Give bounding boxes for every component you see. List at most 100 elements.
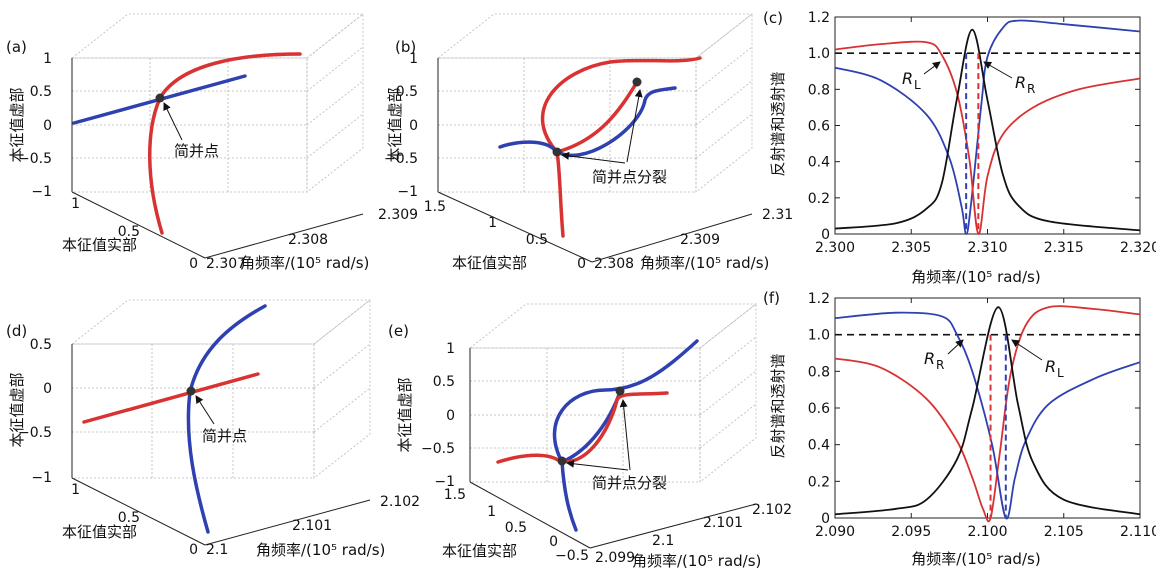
x-axis-label: 角频率/(10⁵ rad/s) — [632, 552, 761, 570]
plot-area-f: 0 0.2 0.4 0.6 0.8 1.0 1.2 2.090 2.095 2.100 2.105 2… — [808, 291, 1156, 540]
box3d-a — [70, 13, 365, 259]
panel-a: (a) 1 0.5 0 −0.5 −1 1 0.5 0 2.307 2.308 … — [6, 13, 418, 272]
z-tick: −0.5 — [18, 151, 52, 167]
z-tick: 0 — [409, 118, 418, 134]
panel-c: (c) 反射谱和透射谱 角频率/(10⁵ rad/s) 0 0.2 0.4 0.6 0.… — [763, 9, 1156, 286]
series-T — [834, 28, 1141, 232]
y-tick: 0 — [189, 256, 198, 272]
x-axis-label: 角频率/(10⁵ rad/s) — [256, 541, 385, 559]
z-tick: −1 — [434, 474, 455, 490]
y-tick: 0.5 — [526, 232, 548, 248]
curve-label-arrow — [1011, 339, 1043, 361]
x-tick-label: 2.110 — [1120, 524, 1156, 540]
curve-label-sub: L — [1057, 366, 1064, 380]
y-tick: 1 — [71, 196, 80, 212]
annotation-arrow — [195, 395, 215, 425]
series-blue-branch — [498, 86, 677, 158]
y-tick: 1 — [487, 504, 496, 520]
y-tick: 0.5 — [505, 520, 527, 536]
y-tick-label: 0.6 — [808, 119, 830, 135]
x-tick-label: 2.300 — [815, 240, 855, 256]
panel-label-e: (e) — [388, 322, 409, 340]
series-blue-loop — [552, 339, 699, 532]
z-tick: −1 — [397, 184, 418, 200]
z-tick: 0.5 — [433, 374, 455, 390]
y-tick: 1.5 — [424, 199, 446, 215]
y-tick-label: 0.2 — [808, 191, 830, 207]
series-red-loop — [541, 56, 702, 238]
panel-label-f: (f) — [763, 289, 780, 307]
x-tick-label: 2.310 — [967, 240, 1007, 256]
y-axis-label: 本征值实部 — [62, 236, 137, 254]
y-tick: 1 — [71, 482, 80, 498]
z-tick: 1 — [43, 51, 52, 67]
z-axis-label: 本征值虚部 — [386, 87, 404, 162]
series-red-branch — [496, 391, 669, 464]
x-tick-label: 2.100 — [967, 524, 1007, 540]
x-tick-label: 2.105 — [1044, 524, 1084, 540]
y-tick: 0 — [189, 542, 198, 558]
y-tick: −0.5 — [555, 548, 589, 564]
z-tick: −1 — [31, 470, 52, 486]
box3d-b — [436, 13, 754, 263]
split-point-marker — [632, 77, 642, 87]
y-axis-label: 反射谱和透射谱 — [769, 71, 787, 176]
curve-label-sub: R — [1027, 82, 1035, 96]
z-axis-label: 本征值虚部 — [396, 377, 414, 452]
annotation-text: 简并点 — [174, 142, 219, 160]
z-axis-label: 本征值虚部 — [8, 372, 26, 447]
z-tick: −1 — [31, 184, 52, 200]
y-tick-label: 0.8 — [808, 364, 830, 380]
split-point-marker — [615, 386, 625, 396]
annotation-text: 简并点分裂 — [592, 474, 667, 492]
y-axis-label: 本征值实部 — [442, 542, 517, 560]
series-T — [834, 306, 1141, 516]
series-red-inner — [555, 80, 639, 154]
series-R_L — [834, 311, 1141, 520]
y-tick: 0 — [577, 256, 586, 272]
series-red-branch — [82, 372, 260, 424]
y-tick: 1.5 — [444, 487, 466, 503]
annotation-arrow — [561, 151, 626, 164]
z-tick: 0.5 — [396, 84, 418, 100]
panel-e: (e) 1 0.5 0 −0.5 −1 1.5 1 0.5 0 −0.5 2.0… — [388, 303, 792, 570]
x-tick: 2.102 — [752, 502, 792, 518]
x-tick: 2.31 — [762, 207, 793, 223]
x-tick-label: 2.090 — [815, 524, 855, 540]
annotation-text: 简并点分裂 — [592, 168, 667, 186]
plot-area-c: 0 0.2 0.4 0.6 0.8 1.0 1.2 2.300 2.305 2.310 2.315 2… — [808, 10, 1156, 256]
y-tick-label: 1.0 — [808, 46, 830, 62]
x-axis-label: 角频率/(10⁵ rad/s) — [911, 550, 1040, 568]
panel-label-d: (d) — [6, 322, 27, 340]
panel-f: (f) 反射谱和透射谱 角频率/(10⁵ rad/s) 0 0.2 0.4 0.6 0.… — [763, 289, 1156, 568]
z-axis-label: 本征值虚部 — [8, 87, 26, 162]
annotation-text: 简并点 — [202, 427, 247, 445]
annotation-arrow — [626, 89, 643, 163]
x-tick: 2.307 — [206, 256, 246, 272]
x-tick: 2.1 — [652, 533, 674, 549]
box3d-e — [468, 303, 758, 549]
x-tick-label: 2.095 — [891, 524, 931, 540]
x-tick: 2.309 — [680, 232, 720, 248]
x-tick: 2.309 — [378, 207, 418, 223]
z-tick: −0.5 — [18, 425, 52, 441]
z-tick: 1 — [409, 51, 418, 67]
y-tick-label: 1.2 — [808, 10, 830, 26]
y-tick-label: 0 — [821, 511, 830, 527]
x-axis-label: 角频率/(10⁵ rad/s) — [640, 254, 769, 272]
y-tick-label: 1.0 — [808, 328, 830, 344]
box3d-d — [70, 299, 372, 546]
x-tick: 2.101 — [703, 515, 743, 531]
y-tick-label: 0 — [821, 227, 830, 243]
curve-label: R — [1015, 73, 1026, 92]
y-tick: 0 — [549, 534, 558, 550]
curve-label: R — [924, 349, 935, 368]
panel-label-b: (b) — [395, 38, 416, 56]
y-tick-label: 0.8 — [808, 82, 830, 98]
curve-label: R — [902, 69, 913, 88]
panel-label-c: (c) — [763, 9, 783, 27]
y-axis-label: 本征值实部 — [452, 254, 527, 272]
y-tick-label: 0.4 — [808, 438, 830, 454]
y-tick: 0.5 — [118, 510, 140, 526]
